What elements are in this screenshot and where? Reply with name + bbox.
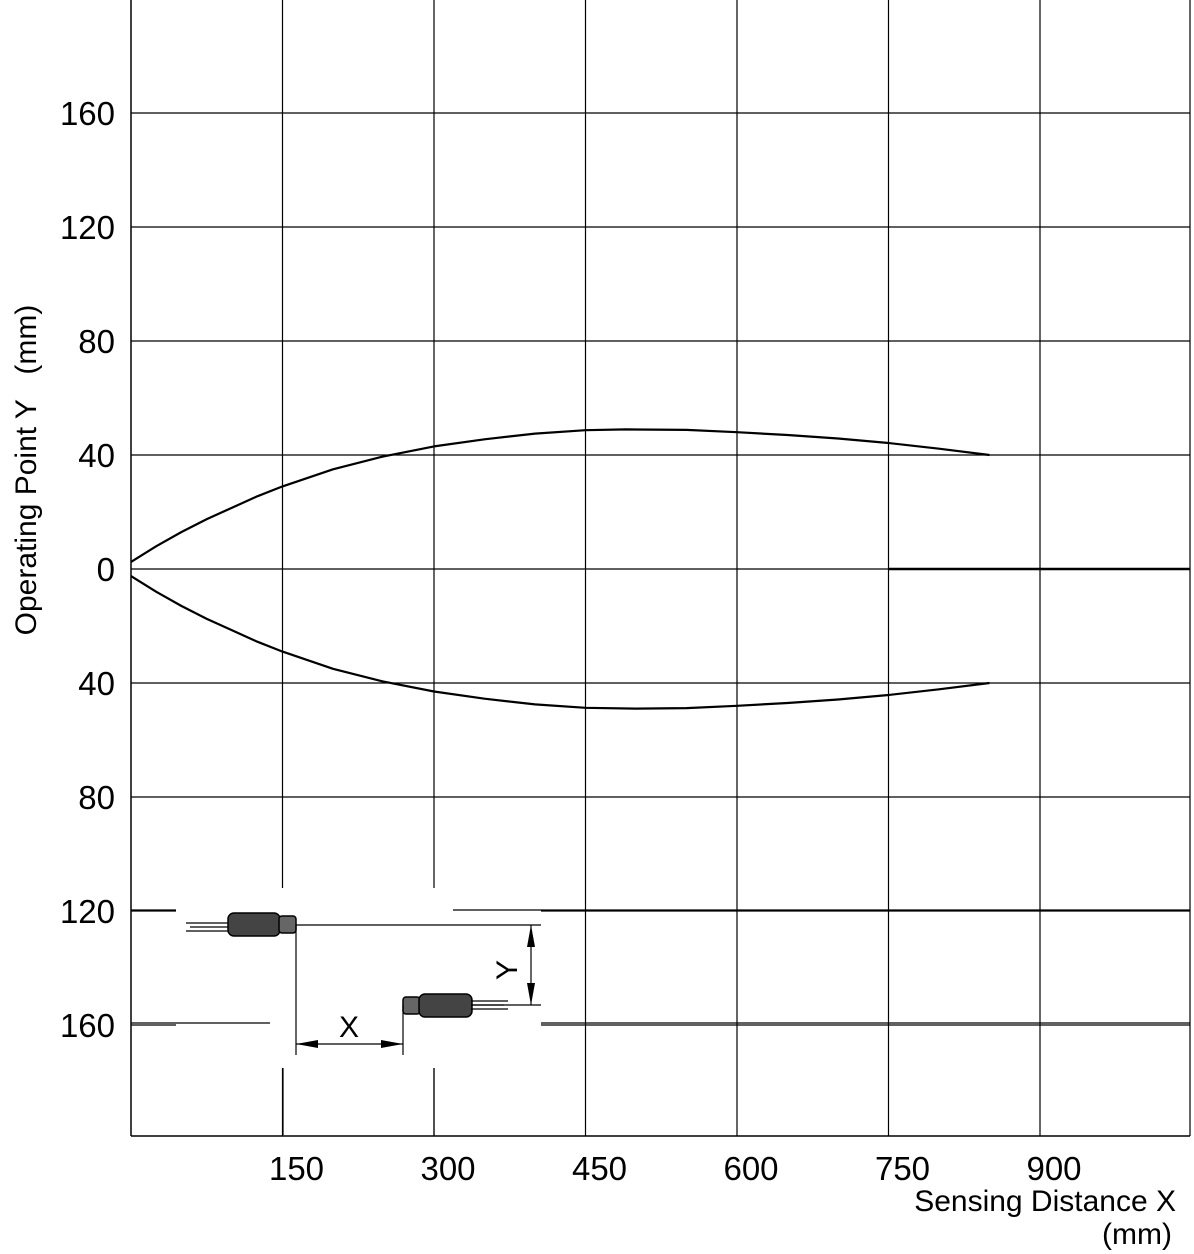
x-tick-label: 900 xyxy=(1026,1150,1081,1187)
x-tick-label: 150 xyxy=(269,1150,324,1187)
y-axis-title: Operating Point Y (mm) xyxy=(10,305,43,636)
x-tick-label: 450 xyxy=(572,1150,627,1187)
y-tick-label: 120 xyxy=(60,893,115,930)
y-tick-label: 80 xyxy=(78,779,115,816)
x-tick-labels: 150 300 450 600 750 900 xyxy=(269,1150,1082,1187)
x-dimension-label: X xyxy=(339,1011,359,1044)
y-tick-label: 160 xyxy=(60,95,115,132)
y-tick-labels: 160 120 80 40 0 40 80 120 160 xyxy=(60,95,115,1044)
y-tick-label: 40 xyxy=(78,665,115,702)
y-tick-label: 40 xyxy=(78,437,115,474)
sensor-left xyxy=(186,912,297,937)
curve-lower xyxy=(130,575,990,710)
y-tick-label: 0 xyxy=(97,551,115,588)
y-tick-label: 120 xyxy=(60,209,115,246)
curves xyxy=(130,428,990,710)
x-axis-unit: (mm) xyxy=(1102,1218,1172,1251)
x-axis-title: Sensing Distance X xyxy=(914,1185,1176,1218)
sensor-diagram: X Y xyxy=(131,888,1190,1135)
curve-upper xyxy=(130,428,990,563)
y-tick-label: 160 xyxy=(60,1007,115,1044)
x-tick-label: 300 xyxy=(420,1150,475,1187)
y-dimension-label: Y xyxy=(491,960,524,980)
y-tick-label: 80 xyxy=(78,323,115,360)
x-tick-label: 750 xyxy=(875,1150,930,1187)
grid xyxy=(130,0,1191,1137)
x-tick-label: 600 xyxy=(723,1150,778,1187)
inset-background-2 xyxy=(176,888,453,910)
